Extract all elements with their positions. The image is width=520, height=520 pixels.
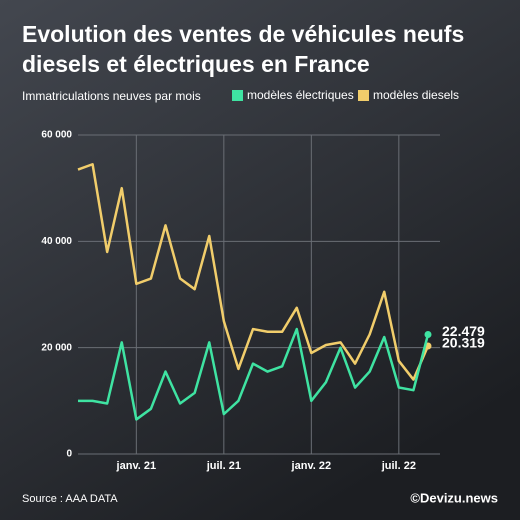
x-tick-label: juil. 21 [206, 460, 241, 472]
legend-swatch [358, 90, 369, 101]
y-tick-label: 20 000 [41, 342, 72, 353]
value-label: 20.319 [442, 335, 485, 351]
x-tick-label: juil. 22 [381, 460, 416, 472]
source: Source : AAA DATA [22, 493, 118, 505]
legend-label: modèles diesels [373, 88, 459, 102]
y-tick-label: 0 [66, 449, 72, 460]
x-tick-label: janv. 21 [116, 460, 157, 472]
subtitle: Immatriculations neuves par mois [22, 89, 201, 103]
credit: ©Devizu.news [410, 490, 498, 505]
chart-title: Evolution des ventes de véhicules neufs [22, 21, 464, 47]
line [77, 162, 430, 381]
y-tick-label: 40 000 [41, 236, 72, 247]
line [78, 327, 430, 421]
value-label: 22.479 [442, 323, 485, 339]
y-tick-label: 60 000 [41, 130, 72, 141]
x-tick-label: janv. 22 [291, 460, 332, 472]
end-dot [424, 330, 432, 338]
legend-label: modèles électriques [247, 88, 354, 102]
chart-title: diesels et électriques en France [22, 51, 370, 77]
legend-swatch [232, 90, 243, 101]
